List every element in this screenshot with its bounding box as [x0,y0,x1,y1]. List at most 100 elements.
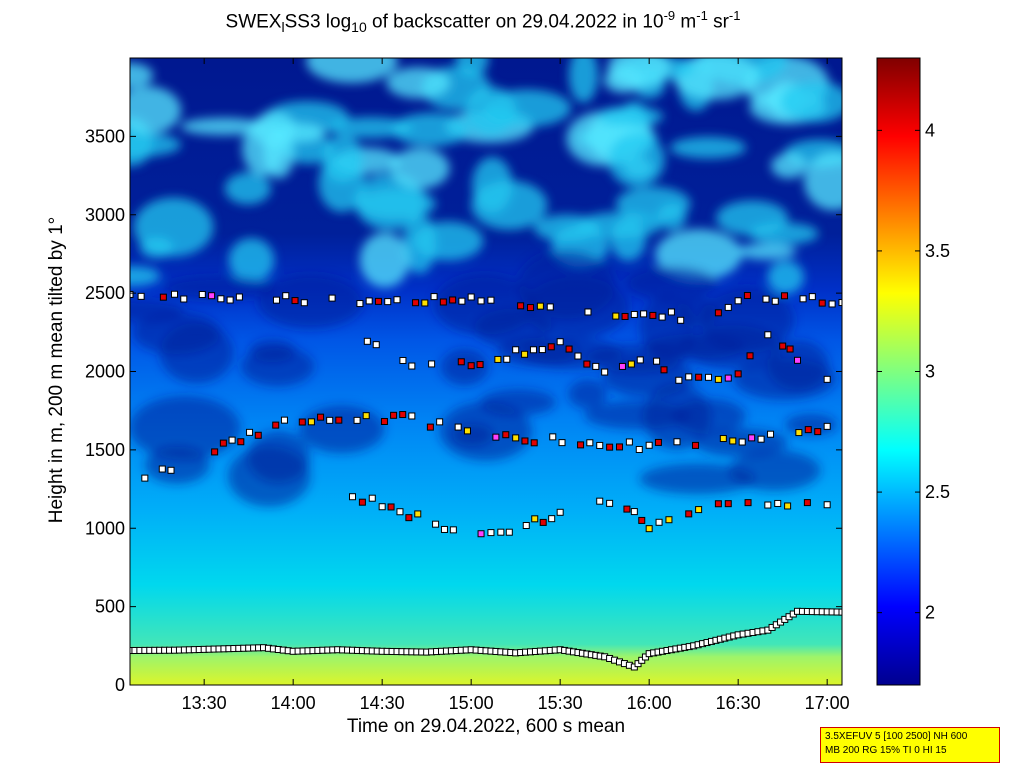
cloud-blob [607,58,671,89]
series-marker [412,299,420,307]
series-marker [618,362,626,370]
x-tick-label: 17:00 [805,693,850,713]
series-marker [246,428,254,436]
cloud-blob [389,147,450,189]
series-marker [226,296,234,304]
series-marker [724,500,732,508]
y-tick-label: 3000 [85,205,125,225]
series-marker [387,503,395,511]
x-tick-label: 16:30 [716,693,761,713]
series-marker [363,337,371,345]
series-marker [219,439,227,447]
series-marker [517,302,525,310]
colorbar: 2 2.5 3 3.5 4 [876,57,950,686]
series-marker [390,411,398,419]
x-tick-label: 15:00 [449,693,494,713]
series-marker [477,297,485,305]
x-axis-ticks: 13:30 14:00 14:30 15:00 15:30 16:00 16:30 17:00 [182,58,850,713]
dark-patch [439,402,532,461]
series-marker [217,295,225,303]
cloud-blob [359,232,410,288]
colorbar-tick-label: 3 [925,362,935,382]
dark-patch [625,266,718,301]
infobox-line-1: 3.5XEFUV 5 [100 2500] NH 600 [825,731,968,742]
series-marker [527,304,534,312]
y-tick-label: 1000 [85,518,125,538]
series-marker [365,297,373,305]
series-marker [636,356,644,364]
series-marker [476,361,484,369]
series-marker [596,497,604,505]
cloud-blob [386,67,451,99]
colorbar-tick-label: 4 [925,120,935,140]
series-marker [601,368,609,376]
colorbar-tick-label: 3.5 [925,241,950,261]
series-marker [592,362,600,370]
series-marker [492,433,500,441]
series-marker [300,299,308,307]
cloud-blob [130,266,161,287]
series-marker [606,499,614,507]
series-marker [477,530,485,538]
series-marker [503,355,511,363]
series-marker [228,436,236,444]
colorbar-scale [876,57,921,686]
series-marker [635,445,643,453]
series-marker [384,298,392,306]
series-marker [449,526,457,534]
series-marker [804,426,812,434]
cloud-blob [716,200,789,236]
series-marker [784,502,792,510]
series-marker [705,373,712,381]
series-marker [328,294,336,302]
series-marker [449,296,457,304]
series-marker [408,412,416,420]
cloud-blob [771,153,807,179]
series-marker [538,346,546,354]
series-marker [757,435,765,443]
colorbar-ticks: 2 2.5 3 3.5 4 [877,120,950,623]
series-marker [396,508,404,516]
dark-patch [257,274,364,329]
y-tick-label: 1500 [85,440,125,460]
series-marker [467,293,475,301]
series-marker [734,297,742,305]
series-marker [368,494,376,502]
series-marker [823,375,831,383]
series-marker [159,293,167,301]
series-marker [645,525,653,533]
y-axis-ticks: 0 500 1000 1500 2000 2500 3000 3500 [85,126,842,695]
series-marker [692,441,700,449]
series-marker [291,297,299,305]
x-tick-label: 15:30 [538,693,583,713]
cloud-blob [608,132,665,188]
series-marker [764,331,772,339]
series-marker [399,356,407,364]
series-marker [729,437,737,445]
series-marker [372,341,380,349]
x-tick-label: 13:30 [182,693,227,713]
series-marker [374,297,382,305]
series-marker [531,515,539,523]
series-marker [714,375,722,383]
series-marker [645,441,653,449]
series-marker [764,501,772,509]
dark-patch [767,340,829,391]
series-marker [235,293,243,301]
series-marker [158,465,166,473]
series-marker [548,515,556,523]
series-marker [399,411,407,419]
series-marker [130,290,134,298]
cloud-blob [130,62,154,89]
cloud-blob [133,197,214,257]
series-marker [828,300,836,308]
dark-patch [241,346,315,387]
series-marker [675,376,683,384]
dark-patch [247,431,310,483]
series-marker [198,290,206,298]
series-marker [530,439,538,447]
series-marker [512,434,520,442]
series-marker [623,505,631,513]
dark-patch [568,379,608,409]
series-marker [547,343,555,351]
